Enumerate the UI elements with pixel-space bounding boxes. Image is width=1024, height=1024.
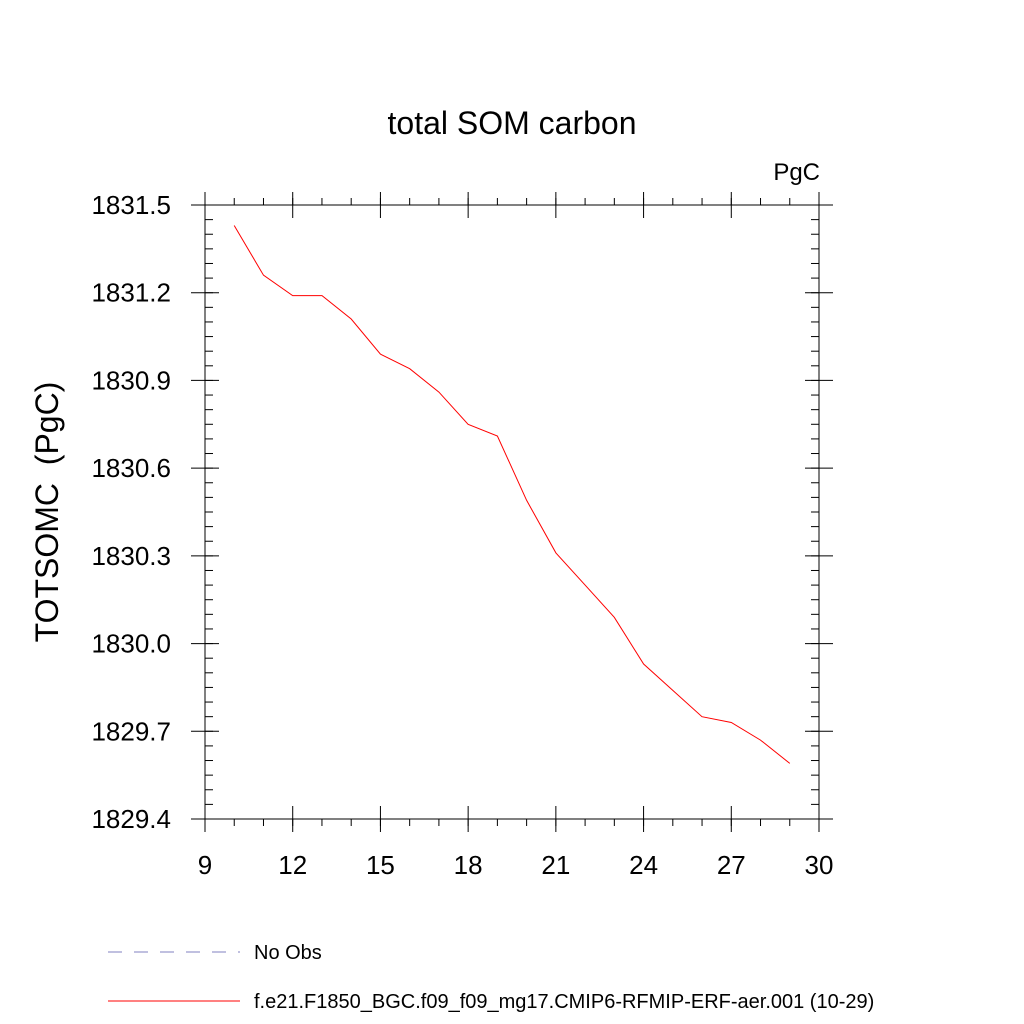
series-line bbox=[233, 225, 791, 764]
x-tick-label: 24 bbox=[629, 850, 658, 880]
y-axis-label: TOTSOMC (PgC) bbox=[29, 382, 65, 643]
y-tick-label: 1830.3 bbox=[91, 541, 171, 571]
y-tick-label: 1829.4 bbox=[91, 804, 171, 834]
y-tick-label: 1829.7 bbox=[91, 716, 171, 746]
plot-area: 9 12 15 18 21 24 27 30 1829.4 1829.7 1830.0 1830.3 1… bbox=[91, 190, 833, 880]
y-tick-label: 1831.2 bbox=[91, 278, 171, 308]
y-tick-label: 1830.9 bbox=[91, 365, 171, 395]
y-tick-label: 1830.0 bbox=[91, 629, 171, 659]
chart-title: total SOM carbon bbox=[388, 105, 637, 141]
y-tick-label: 1830.6 bbox=[91, 453, 171, 483]
y-tick-label: 1831.5 bbox=[91, 190, 171, 220]
legend-label-no-obs: No Obs bbox=[254, 942, 322, 964]
x-tick-label: 27 bbox=[717, 850, 746, 880]
x-tick-label: 21 bbox=[541, 850, 570, 880]
x-tick-label: 15 bbox=[366, 850, 395, 880]
plot-frame bbox=[204, 204, 820, 820]
x-tick-label: 18 bbox=[454, 850, 483, 880]
x-tick-label: 30 bbox=[805, 850, 834, 880]
x-tick-label: 9 bbox=[198, 850, 212, 880]
legend-label-model-run: f.e21.F1850_BGC.f09_f09_mg17.CMIP6-RFMIP… bbox=[254, 991, 874, 1013]
x-tick-label: 12 bbox=[278, 850, 307, 880]
units-label: PgC bbox=[773, 159, 820, 186]
legend: No Obs f.e21.F1850_BGC.f09_f09_mg17.CMIP… bbox=[108, 942, 874, 1013]
